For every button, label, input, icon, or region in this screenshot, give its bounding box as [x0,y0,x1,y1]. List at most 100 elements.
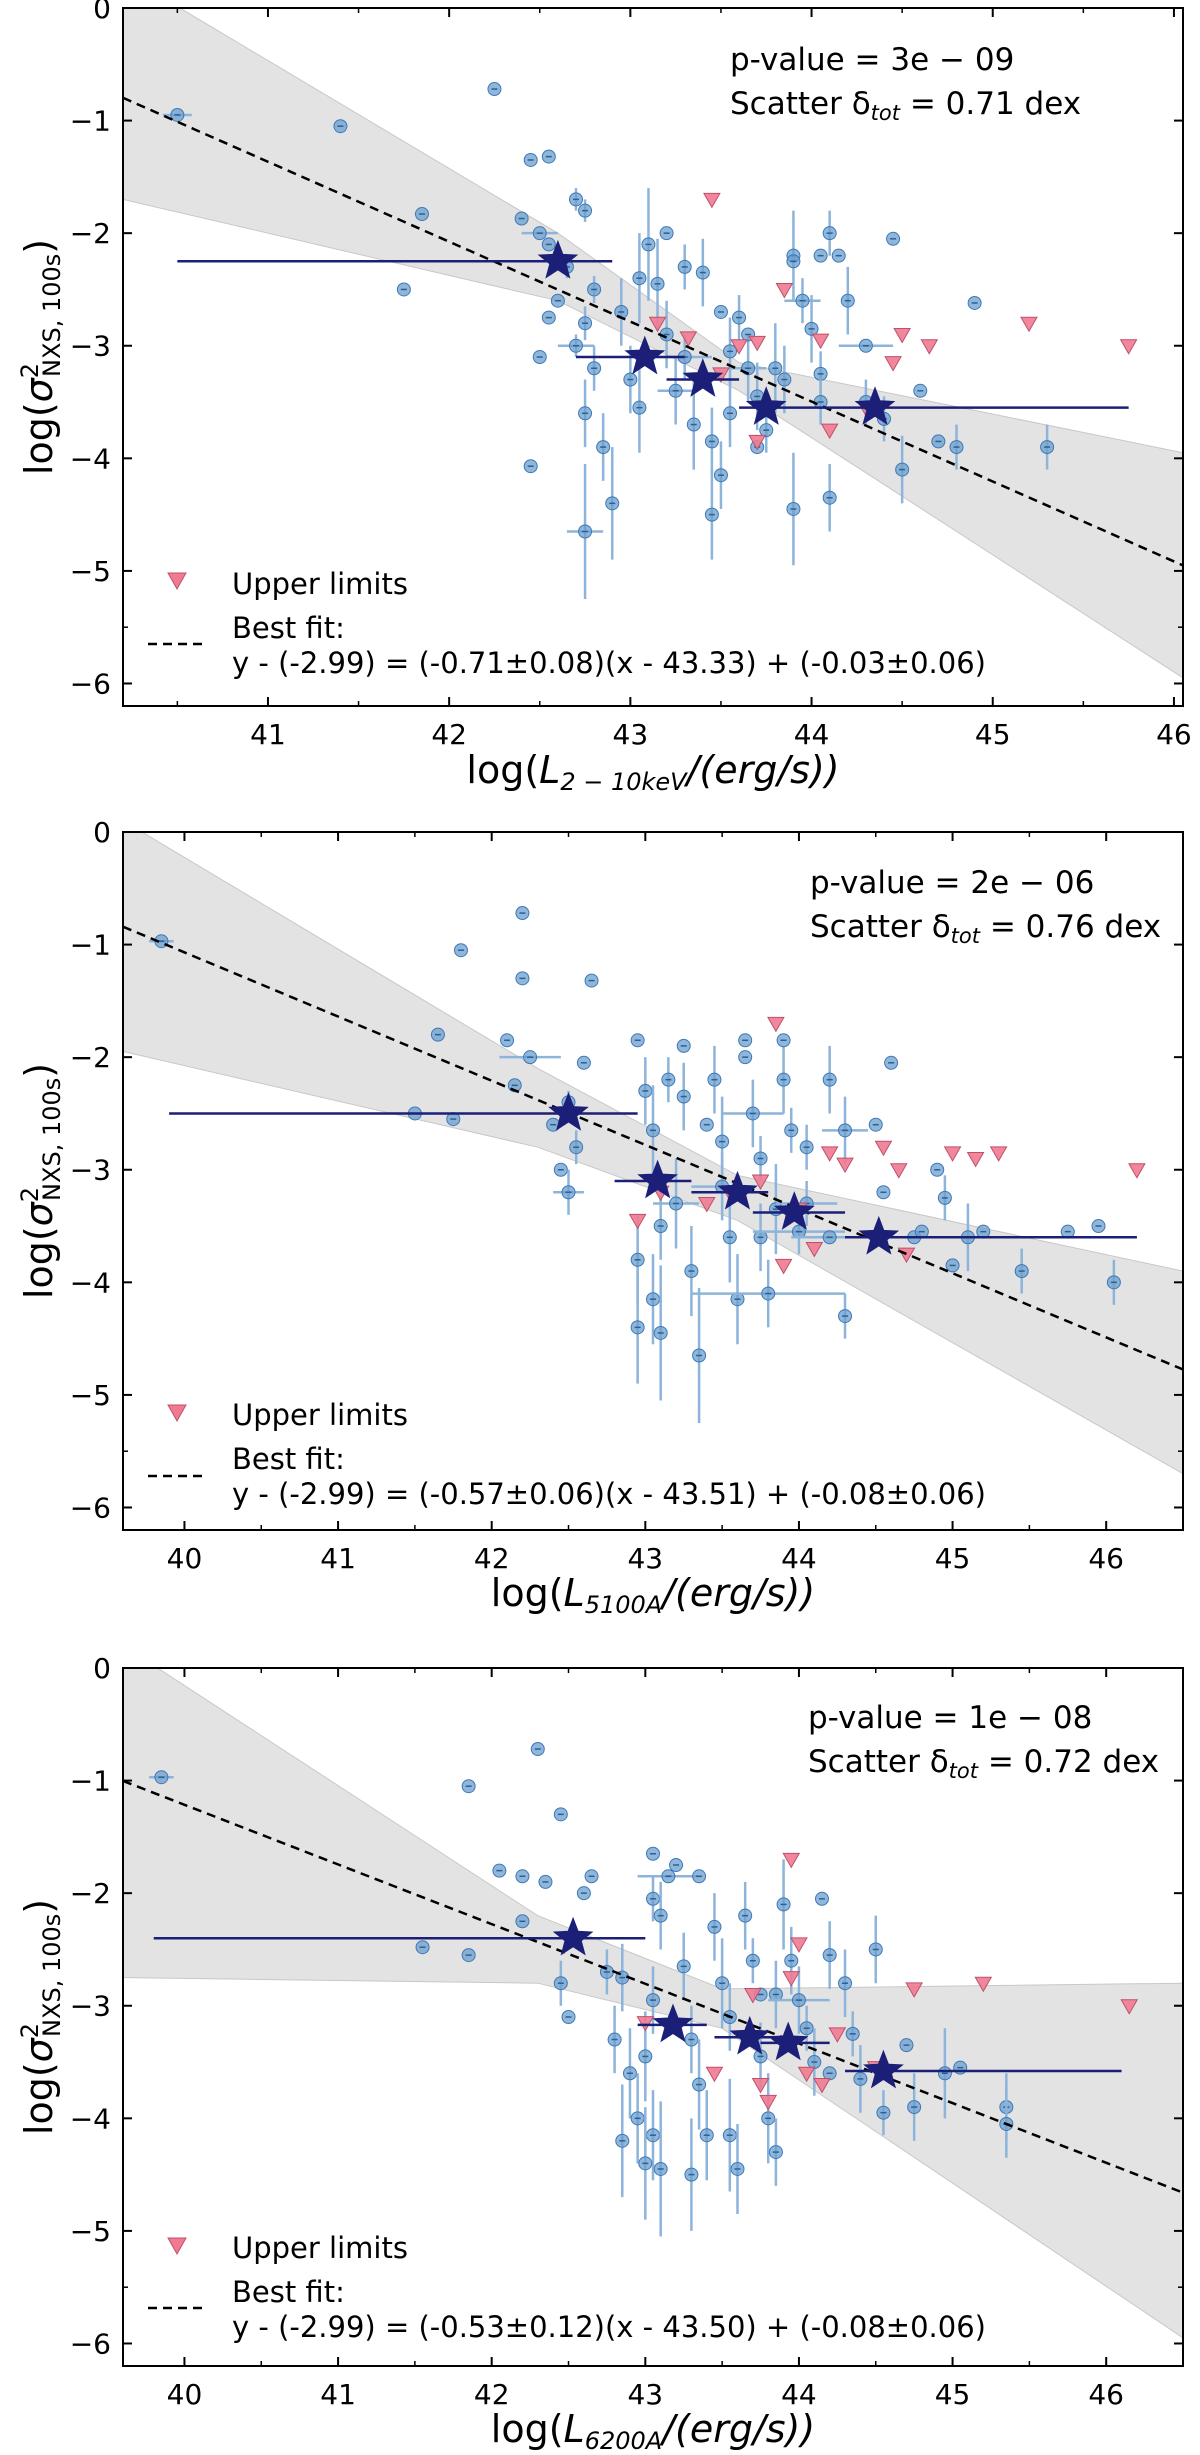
bin-star-marker [767,2021,809,2061]
legend-fit-label-2: y - (-2.99) = (-0.57±0.06)(x - 43.51) + … [232,1477,986,1511]
upper-limit-marker [759,2094,778,2111]
upper-limit-marker [797,2066,816,2083]
x-tick-label: 40 [167,2378,203,2411]
upper-limit-marker [920,339,939,355]
legend-fit-label-1: Best fit: [232,611,345,645]
upper-limit-marker [884,356,902,372]
panel-2-ticks: 0 −1 −2 −3 −4 −5 −6 40 41 42 43 44 45 46 [70,816,1183,1575]
bin-star-marker [624,335,666,375]
legend-upper-marker [167,1404,187,1423]
x-tick-label: 43 [627,2378,663,2411]
x-tick-label: 45 [935,2378,971,2411]
panel-2-ylabel: log(σ2NXS, 100s) [16,1063,66,1299]
panel-3-scatter: Scatter δtot = 0.72 dex [808,1744,1159,1783]
x-tick-label: 41 [320,2378,356,2411]
y-tick-label: −5 [70,555,111,588]
upper-limit-marker [751,1174,770,1191]
upper-limit-marker [774,1258,793,1275]
upper-limit-marker [1119,339,1138,355]
legend-fit-label-1: Best fit: [232,1442,345,1476]
x-tick-label: 46 [1088,1542,1124,1575]
bin-star-marker [652,2003,694,2043]
upper-limit-marker [889,1163,908,1179]
panel-3-plot [123,1668,1183,2339]
y-tick-label: 0 [93,0,111,25]
upper-limit-marker [1120,1999,1139,2015]
bin-star-marker [682,358,724,397]
best-fit-line [123,96,1183,567]
panel-3-pvalue: p-value = 1e − 08 [808,1700,1092,1736]
upper-limit-marker [1020,316,1038,333]
upper-limit-marker [782,1852,801,1869]
panel-1-ticks: 0 −1 −2 −3 −4 −5 −6 41 42 43 44 45 46 [70,0,1192,751]
upper-limit-marker [636,2016,655,2032]
x-tick-label: 45 [975,718,1011,751]
x-tick-label: 43 [613,718,649,751]
upper-limit-marker [730,339,748,355]
bin-star-marker [637,1159,678,1199]
upper-limit-marker [813,2078,831,2094]
best-fit-line [123,1779,1183,2194]
upper-limit-marker [836,1157,854,1174]
upper-limit-marker [1128,1163,1146,1179]
confidence-band [123,8,1183,679]
y-tick-label: −6 [70,2327,111,2360]
upper-limit-marker [828,2027,847,2043]
bin-star-marker [537,239,579,279]
upper-limit-marker [782,1971,801,1987]
upper-limit-marker [974,1976,993,1993]
panel-3-ticks: 0 −1 −2 −3 −4 −5 −6 40 41 42 43 44 45 46 [70,1652,1183,2411]
panel-2-legend: Upper limits Best fit: y - (-2.99) = (-0… [148,1398,986,1511]
upper-limit-marker [790,1937,808,1953]
upper-limit-marker [805,1242,824,1258]
y-tick-label: −4 [70,2102,111,2135]
panel-1-legend: Upper limits Best fit: y - (-2.99) = (-0… [148,567,986,680]
y-tick-label: −5 [70,1379,111,1412]
y-tick-label: −1 [70,929,111,962]
x-tick-label: 43 [627,1542,663,1575]
y-tick-label: −3 [70,1990,111,2023]
bin-star-marker [745,386,787,425]
panel-2-plot [123,832,1183,1475]
x-tick-label: 42 [474,2378,510,2411]
y-tick-label: −4 [70,442,111,475]
bin-star-marker [854,386,896,425]
y-tick-label: −6 [70,1491,111,1524]
upper-limit-marker [628,1213,647,1230]
upper-limit-marker [679,331,698,347]
y-tick-label: −2 [70,1041,111,1074]
x-tick-label: 42 [474,1542,510,1575]
best-fit-line [123,925,1183,1371]
legend-fit-label-1: Best fit: [232,2275,345,2309]
upper-limit-marker [989,1146,1008,1162]
bin-star-marker [773,1191,815,1230]
upper-limit-marker [697,1197,716,1213]
upper-limit-marker [767,1016,785,1033]
panel-2-pvalue: p-value = 2e − 06 [810,865,1094,901]
y-tick-label: −6 [70,667,111,700]
bin-star-marker [858,1215,900,1255]
panel-1-pvalue: p-value = 3e − 09 [730,42,1014,78]
panel-2-frame [122,831,1184,1531]
upper-limit-marker [743,1987,762,2004]
upper-limit-marker [748,335,767,352]
panel-3: 0 −1 −2 −3 −4 −5 −6 40 41 42 43 44 45 46 p-value = 1e… [16,1652,1184,2455]
panel-3-ylabel: log(σ2NXS, 100s) [16,1899,66,2135]
x-tick-label: 45 [935,1542,971,1575]
x-tick-label: 44 [794,718,830,751]
legend-upper-label: Upper limits [232,567,408,601]
upper-limit-marker [705,2066,724,2083]
panel-3-legend: Upper limits Best fit: y - (-2.99) = (-0… [148,2231,986,2344]
upper-limit-marker [751,2078,770,2094]
y-tick-label: −1 [70,1765,111,1798]
bin-star-marker [552,1916,594,1956]
legend-fit-label-2: y - (-2.99) = (-0.71±0.08)(x - 43.33) + … [232,646,986,680]
x-tick-label: 46 [1088,2378,1124,2411]
legend-upper-label: Upper limits [232,1398,408,1432]
x-tick-label: 41 [250,718,286,751]
panel-1-scatter: Scatter δtot = 0.71 dex [730,86,1081,125]
bin-star-marker [717,1170,758,1210]
y-tick-label: 0 [93,816,111,849]
bin-star-marker [548,1092,589,1131]
